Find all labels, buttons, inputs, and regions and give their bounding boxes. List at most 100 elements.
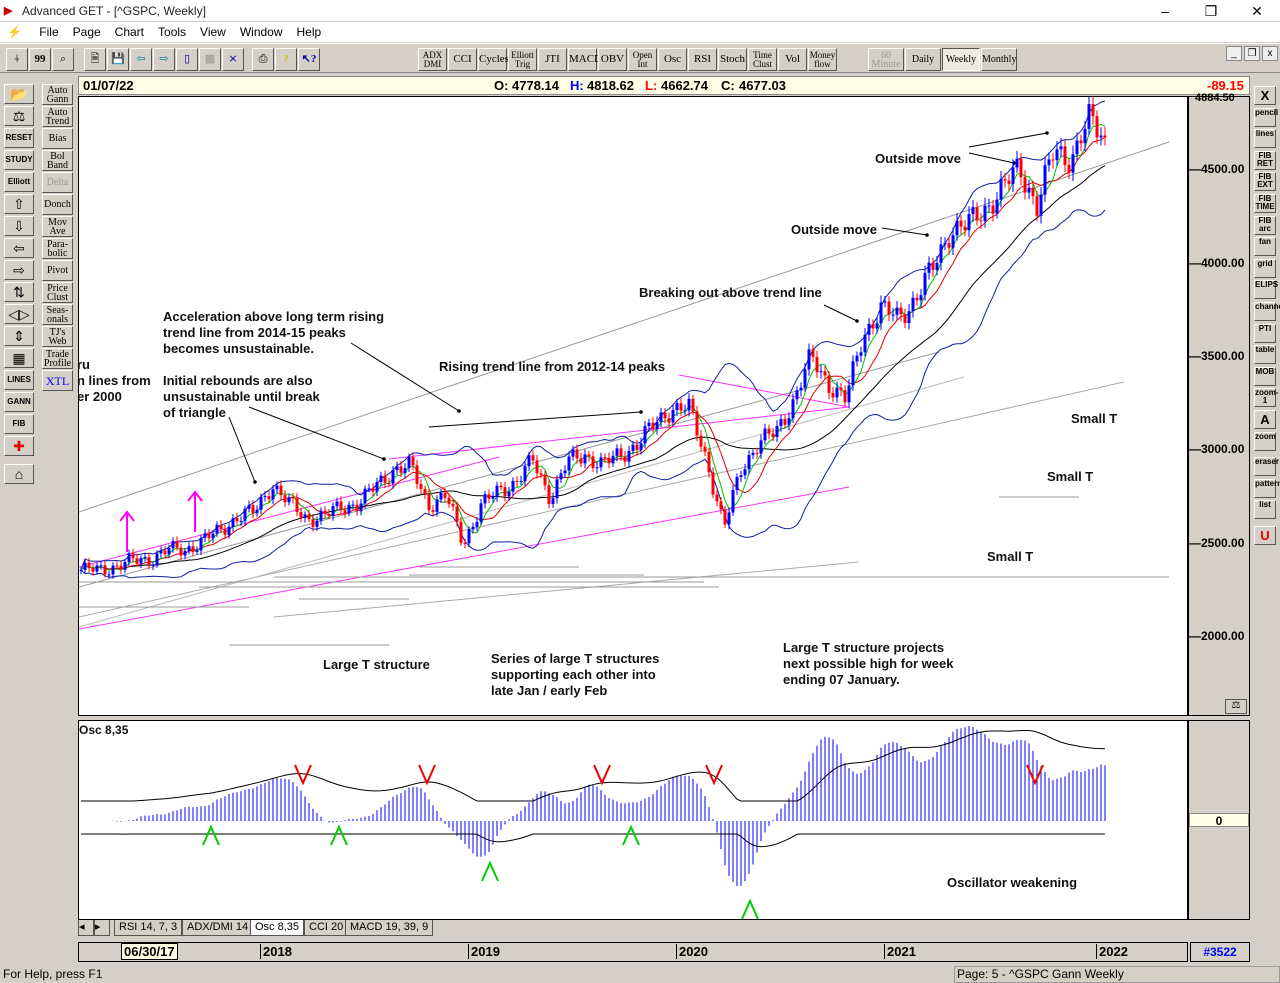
indicator-button-time-clust[interactable]: Time Clust — [748, 48, 777, 71]
price-chart[interactable]: Outside move Outside move Breaking out a… — [78, 96, 1188, 716]
study-tj-s-web[interactable]: TJ's Web — [42, 326, 73, 347]
indicator-button-cycles[interactable]: Cycles — [478, 48, 509, 71]
mdi-restore-button[interactable]: ❐ — [1244, 46, 1260, 61]
tool-fib-icon[interactable]: FIB — [4, 414, 34, 434]
page-grid-icon[interactable]: ▩ — [199, 48, 221, 71]
tool-split-icon[interactable]: ⇅ — [4, 282, 34, 302]
next-page-icon[interactable]: ⇨ — [153, 48, 175, 71]
drawing-tool-fib-ext[interactable]: FIB EXT — [1254, 172, 1276, 192]
drawing-tool-fan[interactable]: fan — [1254, 237, 1276, 257]
drawing-tool-pattern[interactable]: pattern — [1254, 478, 1280, 498]
indicator-button-macd[interactable]: MACD — [568, 48, 602, 71]
drawing-tool-eraser[interactable]: eraser — [1254, 457, 1279, 477]
indicator-button-open-int[interactable]: Open Int — [628, 48, 657, 71]
menu-view[interactable]: View — [200, 25, 226, 39]
drawing-tool-a[interactable]: A — [1254, 410, 1276, 429]
tool-squeeze-icon[interactable]: ⇕ — [4, 326, 34, 346]
drawing-tool-fib-time[interactable]: FIB TIME — [1254, 194, 1276, 213]
page-expand-icon[interactable]: ▯ — [176, 48, 198, 71]
drawing-tool-grid[interactable]: grid — [1254, 258, 1276, 278]
tool-scales-icon[interactable]: ⚖ — [4, 106, 34, 126]
minimize-button[interactable]: – — [1161, 3, 1169, 19]
scale-icon[interactable]: ⚖ — [1225, 699, 1247, 714]
tab-macd[interactable]: MACD 19, 39, 9 — [345, 920, 434, 936]
oscillator-panel[interactable]: Osc 8,35 Oscillator weakening — [78, 720, 1188, 920]
drawing-tool-pencil[interactable]: pencil — [1254, 107, 1278, 127]
indicator-button-jti[interactable]: JTI — [538, 48, 567, 71]
indicator-button-obv[interactable]: OBV — [598, 48, 627, 71]
study-xtl[interactable]: XTL — [42, 370, 73, 391]
tool-arrow-right-icon[interactable]: ⇨ — [4, 260, 34, 280]
drawing-tool-zoom[interactable]: zoom — [1254, 431, 1276, 451]
drawing-tool-mob[interactable]: MOB — [1254, 366, 1276, 386]
study-auto-gann[interactable]: Auto Gann — [42, 84, 73, 105]
maximize-button[interactable]: ❐ — [1204, 3, 1218, 19]
drawing-tool-channel[interactable]: channel — [1254, 302, 1280, 321]
tab-adx-dmi[interactable]: ADX/DMI 14 — [182, 920, 254, 936]
tool-arrow-down-icon[interactable]: ⇩ — [4, 216, 34, 236]
indicator-button-elliott-trig[interactable]: Elliott Trig — [508, 48, 537, 71]
study-mov-ave[interactable]: Mov Ave — [42, 216, 73, 237]
tool-arrow-left-icon[interactable]: ⇦ — [4, 238, 34, 258]
study-delta[interactable]: Delta — [42, 172, 73, 193]
indicator-button-money-flow[interactable]: Money flow — [808, 48, 837, 71]
drawing-tool-x[interactable]: X — [1254, 86, 1276, 105]
help-icon[interactable]: ? — [275, 48, 297, 71]
tab-osc[interactable]: Osc 8,35 — [250, 920, 305, 936]
tool-lines-icon[interactable]: LINES — [4, 370, 34, 390]
drawing-tool-lines[interactable]: lines — [1254, 129, 1276, 149]
tab-rsi[interactable]: RSI 14, 7, 3 — [114, 920, 183, 936]
study-seas-onals[interactable]: Seas-onals — [42, 304, 73, 325]
tool-gann-icon[interactable]: GANN — [4, 392, 34, 412]
menu-file[interactable]: File — [39, 25, 59, 39]
study-bol-band[interactable]: Bol Band — [42, 150, 73, 171]
drawing-tool-table[interactable]: table — [1254, 345, 1276, 365]
cursor-icon[interactable]: ⍭ — [6, 48, 28, 71]
indicator-button-rsi[interactable]: RSI — [688, 48, 717, 71]
study-pivot[interactable]: Pivot — [42, 260, 73, 281]
study-bias[interactable]: Bias — [42, 128, 73, 149]
timeframe-weekly[interactable]: Weekly — [942, 48, 980, 71]
drawing-tool-list[interactable]: list — [1254, 500, 1276, 520]
menu-tools[interactable]: Tools — [158, 25, 187, 39]
page-compress-icon[interactable]: ⨯ — [222, 48, 244, 71]
tool-arrow-up-icon[interactable]: ⇧ — [4, 194, 34, 214]
study-price-clust[interactable]: Price Clust — [42, 282, 73, 303]
drawing-tool-fib-arc[interactable]: FIB arc — [1254, 215, 1276, 235]
tool-mirror-icon[interactable]: ◁▷ — [4, 304, 34, 324]
tool-eraser-house-icon[interactable]: ⌂ — [4, 464, 34, 484]
tab-scroll-right[interactable]: ▸ — [94, 920, 110, 936]
indicator-button-cci[interactable]: CCI — [448, 48, 477, 71]
indicator-button-vol[interactable]: Vol — [778, 48, 807, 71]
tool-study-icon[interactable]: STUDY — [4, 150, 34, 170]
tab-scroll-left[interactable]: ◂ — [78, 920, 94, 936]
timeframe-monthly[interactable]: Monthly — [981, 48, 1017, 71]
indicator-button-stoch[interactable]: Stoch — [718, 48, 747, 71]
quote-icon[interactable]: 99 — [29, 48, 51, 71]
drawing-tool-elips[interactable]: ELIPS — [1254, 280, 1278, 300]
study-trade-profile[interactable]: Trade Profile — [42, 348, 73, 369]
tool-reset-icon[interactable]: RESET — [4, 128, 34, 148]
timeframe-60-minute[interactable]: 60 Minute — [868, 48, 904, 71]
tool-grid-icon[interactable]: ▦ — [4, 348, 34, 368]
tool-open-icon[interactable]: 📂 — [4, 84, 34, 104]
context-help-icon[interactable]: ↖? — [298, 48, 320, 71]
save-icon[interactable]: 💾 — [107, 48, 129, 71]
menu-help[interactable]: Help — [296, 25, 322, 39]
print-icon[interactable]: ⎙ — [252, 48, 274, 71]
tab-cci[interactable]: CCI 20 — [304, 920, 349, 936]
search-icon[interactable]: ⌕ — [52, 48, 74, 71]
mdi-close-button[interactable]: x — [1262, 46, 1278, 61]
prev-page-icon[interactable]: ⇦ — [130, 48, 152, 71]
drawing-tool-u[interactable]: U — [1254, 526, 1276, 545]
drawing-tool-fib-ret[interactable]: FIB RET — [1254, 150, 1276, 170]
new-page-icon[interactable]: 🗎 — [84, 48, 106, 71]
tool-elliott-icon[interactable]: Elliott — [4, 172, 34, 192]
price-axis[interactable]: 4884.50 —4500.00 —4000.00 —3500.00 —3000… — [1188, 92, 1250, 716]
drawing-tool-pti[interactable]: PTI — [1254, 323, 1276, 343]
study-auto-trend[interactable]: Auto Trend — [42, 106, 73, 127]
menu-window[interactable]: Window — [239, 25, 283, 39]
tool-crosshair-icon[interactable]: ✚ — [4, 436, 34, 456]
study-para-bolic[interactable]: Para-bolic — [42, 238, 73, 259]
mdi-minimize-button[interactable]: _ — [1226, 46, 1242, 61]
